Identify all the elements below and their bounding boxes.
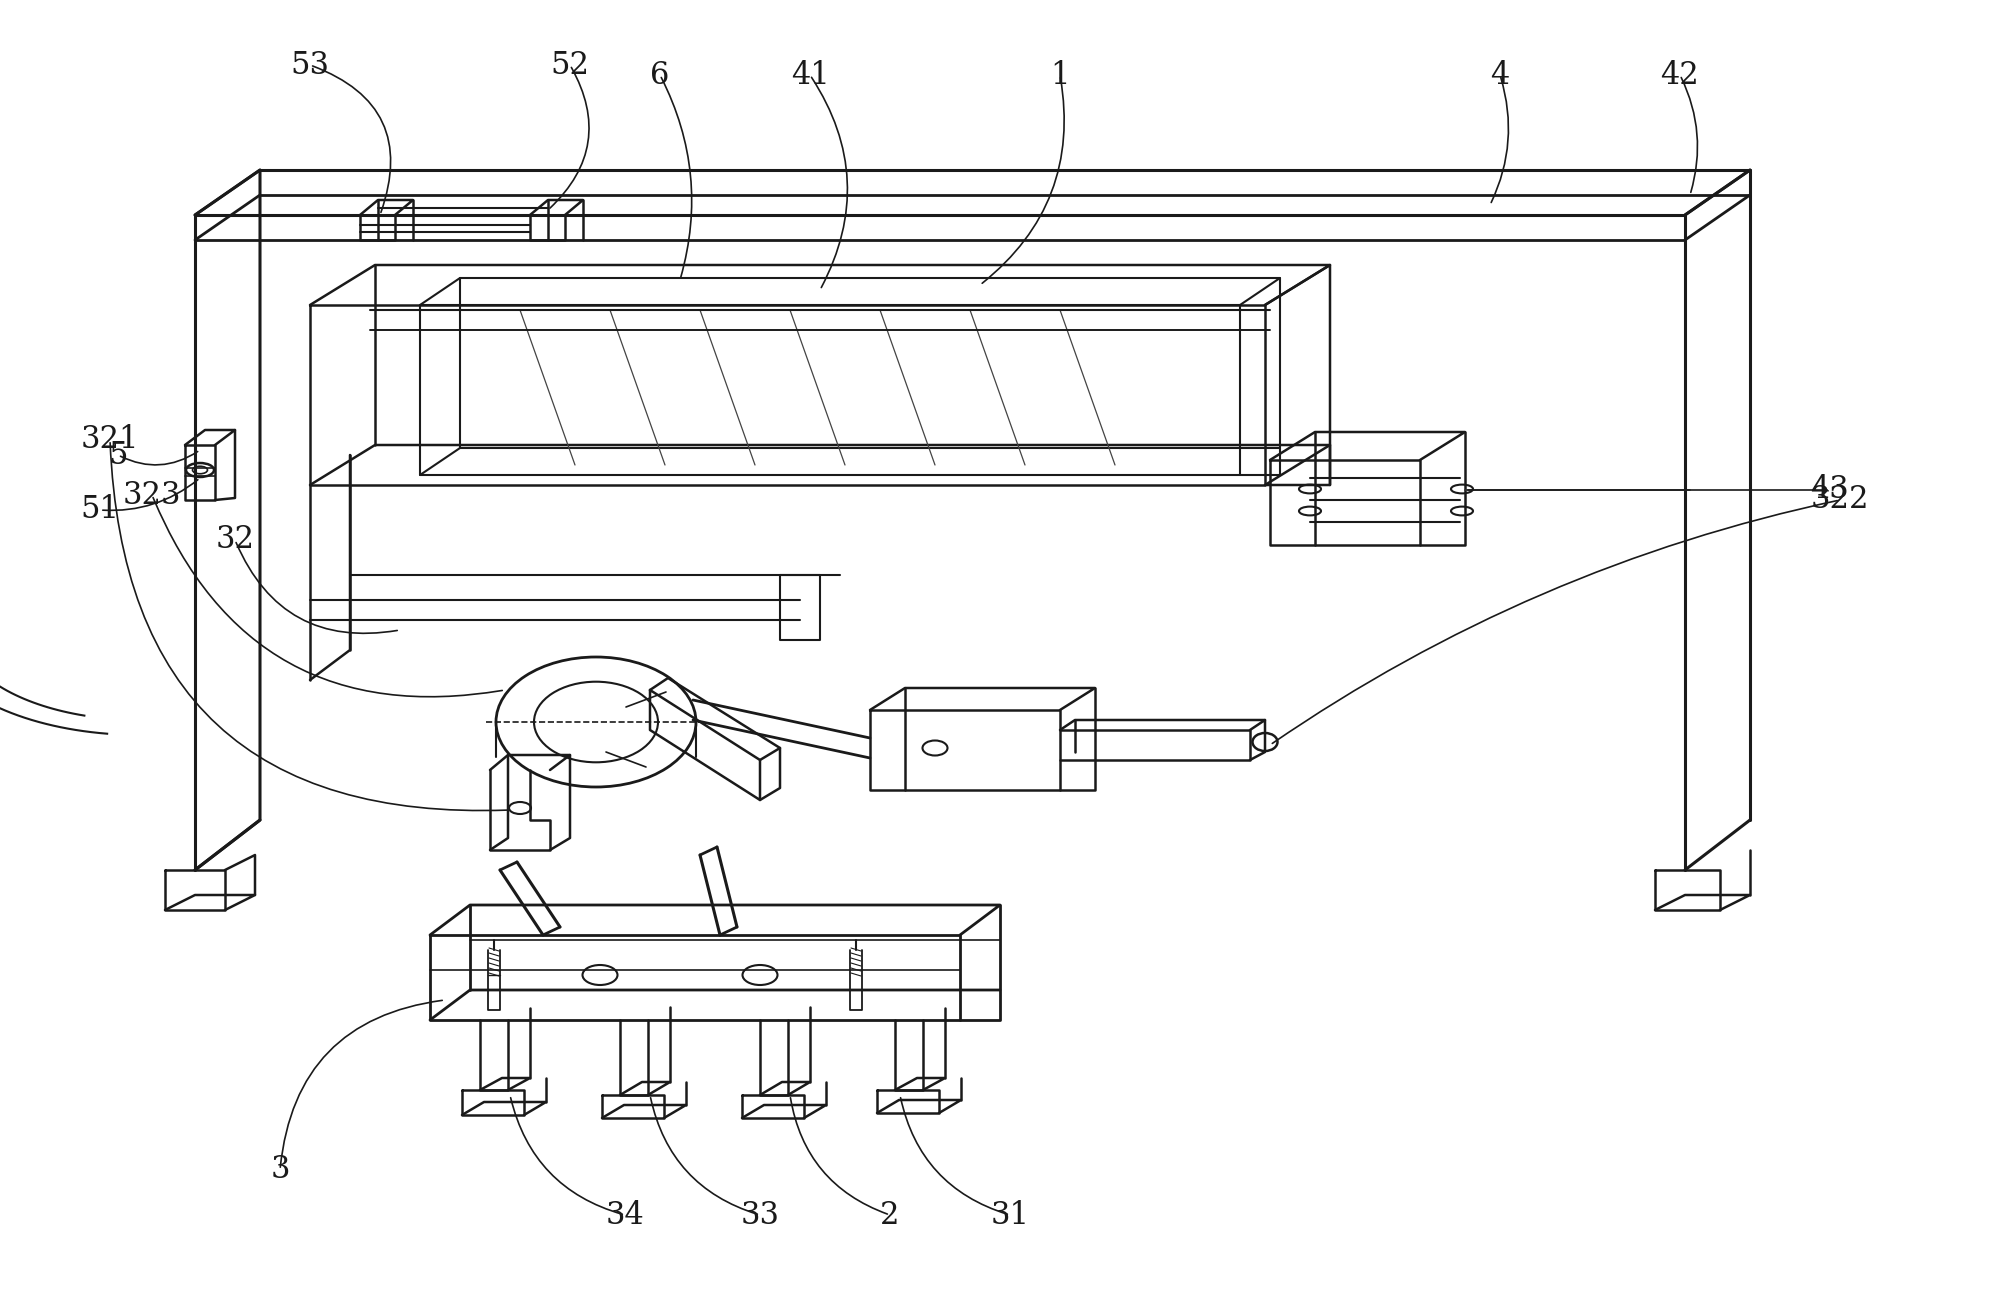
Text: 323: 323 (124, 480, 181, 511)
Text: 1: 1 (1050, 60, 1070, 91)
Text: 34: 34 (606, 1200, 643, 1231)
Text: 6: 6 (649, 60, 669, 91)
Text: 32: 32 (215, 524, 255, 555)
Text: 31: 31 (990, 1200, 1030, 1231)
Text: 43: 43 (1811, 474, 1849, 506)
Text: 3: 3 (271, 1154, 289, 1186)
Text: 322: 322 (1811, 485, 1868, 516)
Text: 4: 4 (1490, 60, 1510, 91)
Text: 41: 41 (791, 60, 829, 91)
Text: 321: 321 (82, 425, 139, 455)
Text: 42: 42 (1661, 60, 1699, 91)
Text: 51: 51 (80, 494, 120, 525)
Text: 2: 2 (880, 1200, 900, 1231)
Text: 53: 53 (291, 49, 329, 81)
Text: 52: 52 (550, 49, 590, 81)
Text: 33: 33 (741, 1200, 779, 1231)
Text: 5: 5 (108, 439, 127, 471)
